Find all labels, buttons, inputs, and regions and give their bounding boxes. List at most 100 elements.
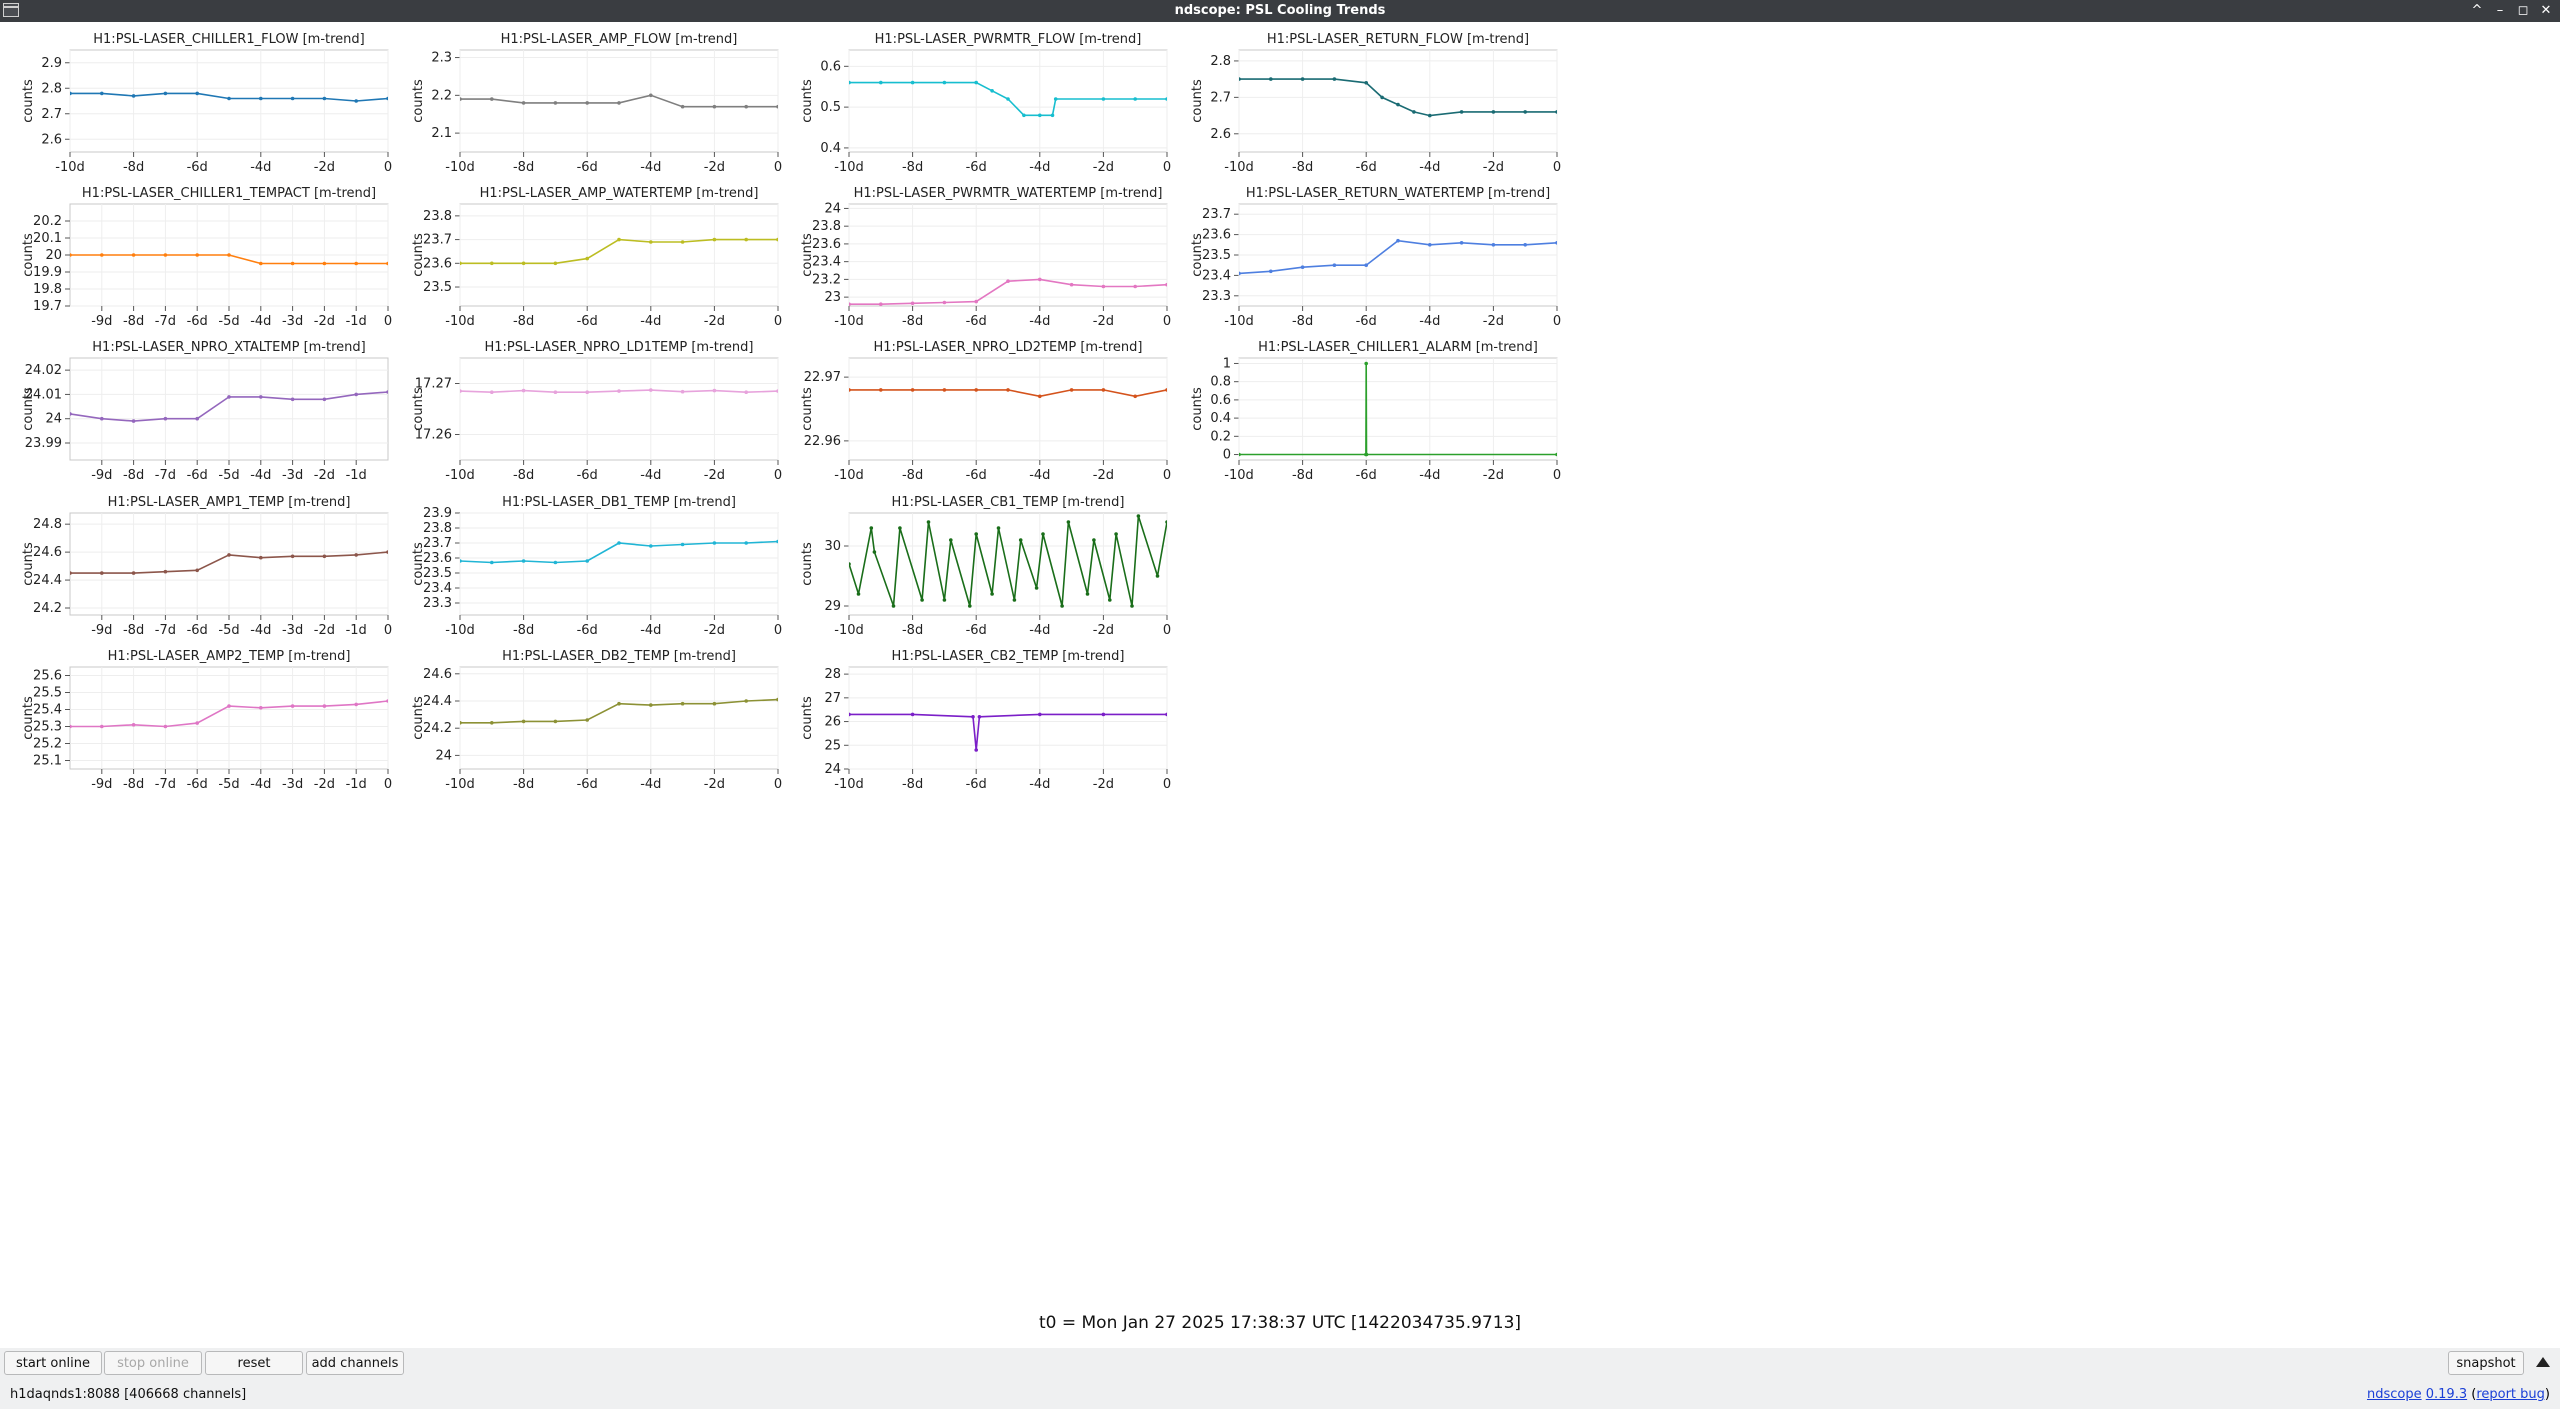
plot-svg[interactable]: H1:PSL-LASER_NPRO_LD1TEMP [m-trend] count… (400, 336, 782, 486)
plot-15[interactable]: H1:PSL-LASER_AMP2_TEMP [m-trend] counts 25… (10, 645, 392, 795)
x-tick-label: -6d (1356, 160, 1377, 175)
plot-3[interactable]: H1:PSL-LASER_RETURN_FLOW [m-trend] counts… (1179, 28, 1561, 178)
data-point (649, 703, 653, 707)
version-link[interactable]: 0.19.3 (2425, 1387, 2468, 1402)
data-point (490, 97, 494, 101)
t0-label: t0 = Mon Jan 27 2025 17:38:37 UTC [14220… (1038, 1313, 1522, 1333)
plot-area[interactable] (1238, 357, 1558, 461)
plot-svg[interactable]: H1:PSL-LASER_PWRMTR_FLOW [m-trend] counts… (789, 28, 1171, 178)
plot-svg[interactable]: H1:PSL-LASER_CHILLER1_FLOW [m-trend] coun… (10, 28, 392, 178)
plot-grid[interactable]: H1:PSL-LASER_CHILLER1_FLOW [m-trend] coun… (0, 22, 2560, 1322)
data-point (898, 526, 902, 530)
plot-svg[interactable]: H1:PSL-LASER_CHILLER1_TEMPACT [m-trend] c… (10, 182, 392, 332)
plot-svg[interactable]: H1:PSL-LASER_NPRO_LD2TEMP [m-trend] count… (789, 336, 1171, 486)
plot-0[interactable]: H1:PSL-LASER_CHILLER1_FLOW [m-trend] coun… (10, 28, 392, 178)
plot-area[interactable] (1238, 49, 1558, 153)
x-tick-label: -2d (1483, 160, 1504, 175)
plot-area[interactable] (69, 49, 389, 153)
data-point (1165, 712, 1167, 717)
minimize-icon[interactable]: – (2496, 3, 2504, 18)
plot-svg[interactable]: H1:PSL-LASER_RETURN_WATERTEMP [m-trend] c… (1179, 182, 1561, 332)
plot-area[interactable] (848, 49, 1168, 153)
y-tick-label: 23.9 (423, 506, 452, 521)
plot-16[interactable]: H1:PSL-LASER_DB2_TEMP [m-trend] counts 24 2… (400, 645, 782, 795)
y-tick-label: 23.4 (1202, 268, 1231, 283)
x-tick-label: -9d (91, 468, 112, 483)
x-tick-label: -8d (1292, 468, 1313, 483)
ndscope-link[interactable]: ndscope (2366, 1387, 2422, 1402)
data-point (776, 237, 778, 242)
stop-online-button[interactable]: stop online (104, 1351, 202, 1375)
add-channels-button[interactable]: add channels (306, 1351, 404, 1375)
plot-14[interactable]: H1:PSL-LASER_CB1_TEMP [m-trend] counts 29 3… (789, 491, 1171, 641)
reset-button[interactable]: reset (205, 1351, 303, 1375)
plot-6[interactable]: H1:PSL-LASER_PWRMTR_WATERTEMP [m-trend] c… (789, 182, 1171, 332)
window-shade-icon[interactable]: ^ (2471, 3, 2483, 18)
plot-8[interactable]: H1:PSL-LASER_NPRO_XTALTEMP [m-trend] coun… (10, 336, 390, 486)
data-point (585, 101, 589, 105)
plot-17[interactable]: H1:PSL-LASER_CB2_TEMP [m-trend] counts 24 2… (789, 645, 1171, 795)
plot-svg[interactable]: H1:PSL-LASER_CB2_TEMP [m-trend] counts 24 2… (789, 645, 1171, 795)
data-point (1364, 81, 1368, 85)
plot-area[interactable] (848, 666, 1168, 770)
plot-svg[interactable]: H1:PSL-LASER_AMP_FLOW [m-trend] counts 2.1… (400, 28, 782, 178)
data-point (521, 261, 526, 266)
plot-10[interactable]: H1:PSL-LASER_NPRO_LD2TEMP [m-trend] count… (789, 336, 1171, 486)
x-tick-label: -8d (513, 468, 534, 483)
y-axis-label: counts (21, 696, 36, 740)
plot-svg[interactable]: H1:PSL-LASER_NPRO_XTALTEMP [m-trend] coun… (10, 336, 390, 486)
data-point (460, 559, 462, 563)
plot-area[interactable] (459, 357, 779, 461)
plot-area[interactable] (459, 512, 779, 616)
plot-4[interactable]: H1:PSL-LASER_CHILLER1_TEMPACT [m-trend] c… (10, 182, 392, 332)
y-tick-label: 2.6 (41, 132, 62, 147)
plot-area[interactable] (848, 203, 1168, 307)
data-point (1332, 263, 1337, 267)
y-tick-label: 0.4 (820, 141, 841, 156)
plot-svg[interactable]: H1:PSL-LASER_DB2_TEMP [m-trend] counts 24 2… (400, 645, 782, 795)
expand-arrow-icon[interactable] (2536, 1357, 2550, 1367)
plot-2[interactable]: H1:PSL-LASER_PWRMTR_FLOW [m-trend] counts… (789, 28, 1171, 178)
plot-svg[interactable]: H1:PSL-LASER_CB1_TEMP [m-trend] counts 29 3… (789, 491, 1171, 641)
plot-9[interactable]: H1:PSL-LASER_NPRO_LD1TEMP [m-trend] count… (400, 336, 782, 486)
plot-area[interactable] (459, 666, 779, 770)
x-tick-label: -10d (1224, 314, 1254, 329)
close-icon[interactable]: ✕ (2540, 3, 2552, 18)
data-point (1133, 97, 1137, 101)
data-point (290, 397, 295, 402)
maximize-icon[interactable]: ◻ (2517, 3, 2529, 18)
plot-svg[interactable]: H1:PSL-LASER_DB1_TEMP [m-trend]counts23.… (400, 491, 782, 641)
data-point (942, 80, 947, 85)
plot-svg[interactable]: H1:PSL-LASER_AMP1_TEMP [m-trend]counts24… (10, 491, 392, 641)
y-tick-label: 2.6 (1210, 127, 1231, 142)
plot-svg[interactable]: H1:PSL-LASER_AMP2_TEMP [m-trend]counts25… (10, 645, 392, 795)
data-point (259, 261, 263, 266)
x-tick-label: -2d (1483, 468, 1504, 483)
data-point (131, 419, 136, 423)
x-tick-label: -1d (346, 777, 367, 792)
plot-7[interactable]: H1:PSL-LASER_RETURN_WATERTEMP [m-trend] c… (1179, 182, 1561, 332)
x-tick-label: -4d (640, 314, 661, 329)
y-tick-label: 17.27 (415, 377, 452, 392)
snapshot-button[interactable]: snapshot (2448, 1351, 2524, 1375)
plot-title: H1:PSL-LASER_AMP1_TEMP [m-trend] (108, 495, 351, 510)
report-bug-link[interactable]: report bug (2476, 1387, 2545, 1402)
plot-svg[interactable]: H1:PSL-LASER_RETURN_FLOW [m-trend] counts… (1179, 28, 1561, 178)
plot-12[interactable]: H1:PSL-LASER_AMP1_TEMP [m-trend] counts 24… (10, 491, 392, 641)
start-online-button[interactable]: start online (4, 1351, 102, 1375)
plot-svg[interactable]: H1:PSL-LASER_PWRMTR_WATERTEMP [m-trend] c… (789, 182, 1171, 332)
data-point (1050, 113, 1055, 118)
plot-area[interactable] (459, 203, 779, 307)
plot-11[interactable]: H1:PSL-LASER_CHILLER1_ALARM [m-trend] cou… (1179, 336, 1561, 486)
data-point (195, 416, 199, 421)
plot-area[interactable] (848, 357, 1168, 461)
y-axis-label: counts (1190, 79, 1205, 123)
plot-13[interactable]: H1:PSL-LASER_DB1_TEMP [m-trend] counts 23.… (400, 491, 782, 641)
plot-svg[interactable]: H1:PSL-LASER_AMP_WATERTEMP [m-trend] coun… (400, 182, 782, 332)
data-point (163, 569, 168, 574)
plot-5[interactable]: H1:PSL-LASER_AMP_WATERTEMP [m-trend] coun… (400, 182, 782, 332)
data-point (354, 553, 359, 557)
y-tick-label: 24.6 (423, 667, 452, 682)
plot-svg[interactable]: H1:PSL-LASER_CHILLER1_ALARM [m-trend] cou… (1179, 336, 1561, 486)
plot-1[interactable]: H1:PSL-LASER_AMP_FLOW [m-trend] counts 2.1… (400, 28, 782, 178)
